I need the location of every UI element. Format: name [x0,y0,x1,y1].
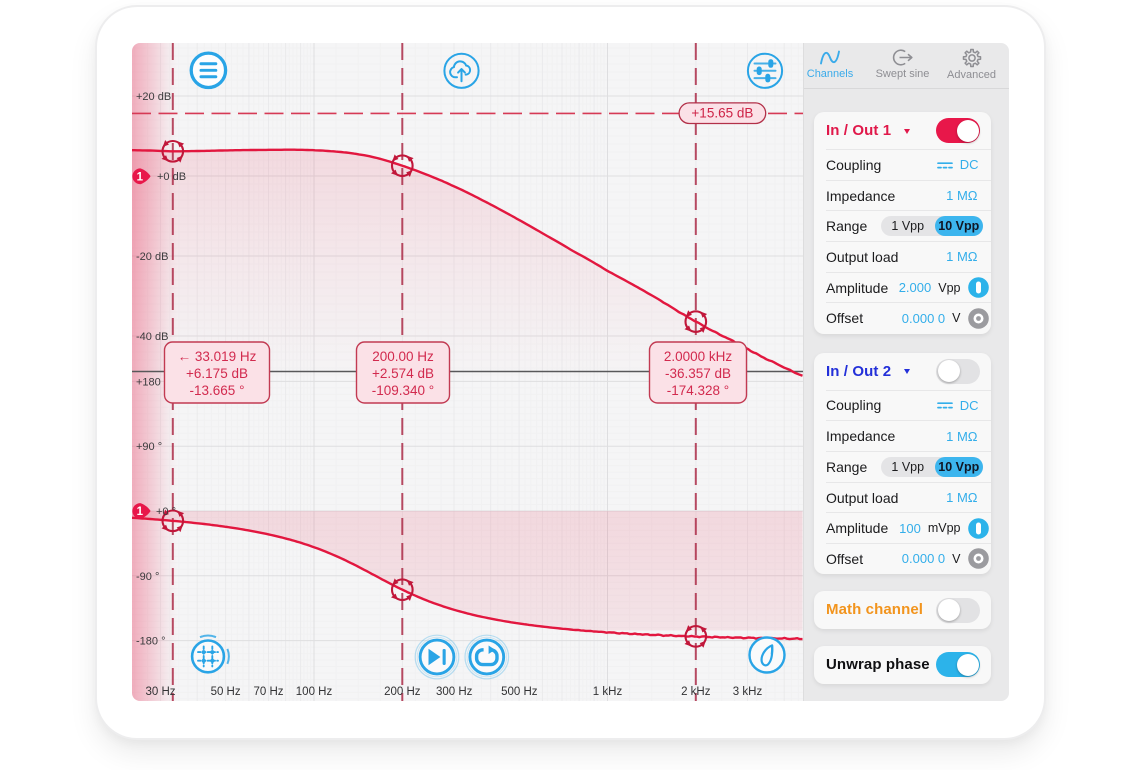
svg-text:500 Hz: 500 Hz [501,686,538,698]
svg-text:+0 dB: +0 dB [157,171,186,183]
svg-text:-90 °: -90 ° [136,571,159,583]
svg-text:-20 dB: -20 dB [136,251,168,263]
svg-text:2.0000 kHz: 2.0000 kHz [663,349,732,364]
svg-text:1: 1 [136,506,143,518]
svg-text:-109.340 °: -109.340 ° [371,383,433,398]
svg-text:+2.574 dB: +2.574 dB [372,366,434,381]
svg-text:-36.357 dB: -36.357 dB [664,366,730,381]
svg-text:← 33.019 Hz: ← 33.019 Hz [177,349,256,364]
svg-text:3 kHz: 3 kHz [732,686,762,698]
svg-text:+90 °: +90 ° [136,441,162,453]
svg-text:200.00 Hz: 200.00 Hz [372,349,434,364]
svg-text:-13.665 °: -13.665 ° [189,383,244,398]
svg-text:+15.65 dB: +15.65 dB [691,106,753,121]
svg-text:-40 dB: -40 dB [136,331,168,343]
svg-text:50 Hz: 50 Hz [210,686,240,698]
svg-text:+180: +180 [136,376,161,388]
svg-text:+0 °: +0 ° [156,506,176,518]
svg-text:-180 °: -180 ° [136,636,165,648]
svg-text:70 Hz: 70 Hz [253,686,283,698]
svg-text:-174.328 °: -174.328 ° [666,383,728,398]
svg-text:1 kHz: 1 kHz [592,686,622,698]
svg-text:300 Hz: 300 Hz [435,686,472,698]
svg-text:1: 1 [136,171,143,183]
svg-text:30 Hz: 30 Hz [145,686,175,698]
svg-text:+20 dB: +20 dB [136,91,171,103]
svg-text:2 kHz: 2 kHz [681,686,711,698]
svg-text:200 Hz: 200 Hz [384,686,421,698]
svg-text:100 Hz: 100 Hz [295,686,332,698]
svg-text:+6.175 dB: +6.175 dB [186,366,248,381]
